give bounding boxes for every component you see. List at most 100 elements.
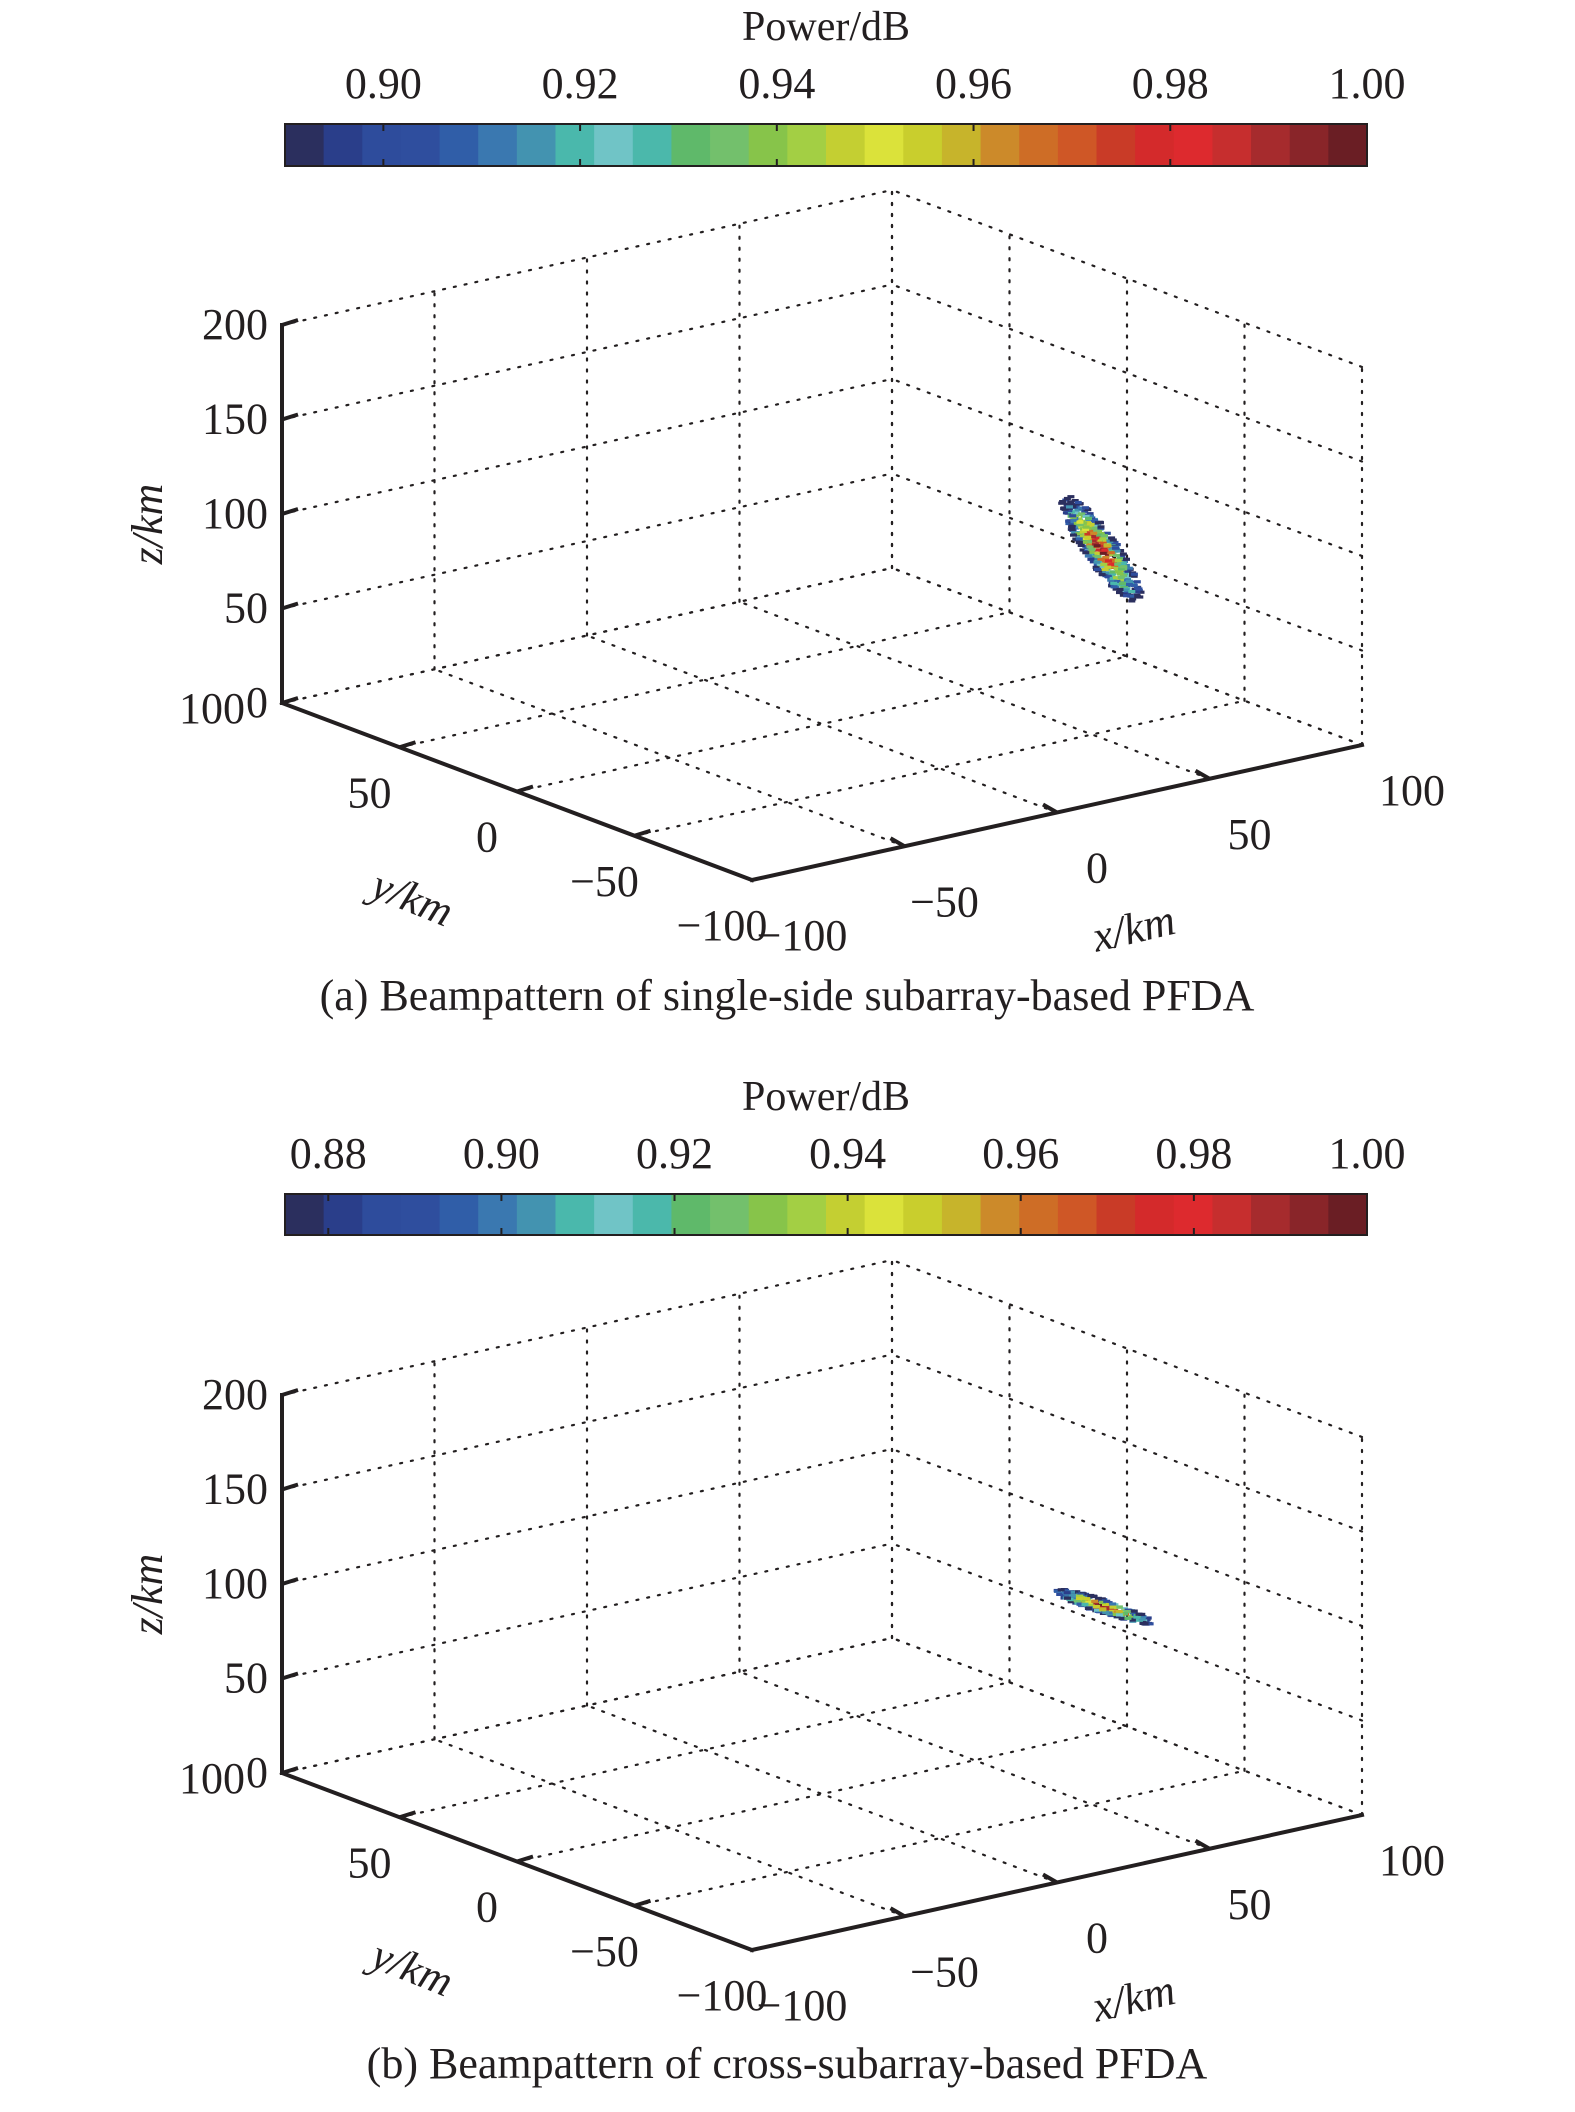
beam-pixel — [1080, 521, 1088, 525]
colorbar-segment — [439, 124, 479, 166]
colorbar-segment — [864, 124, 904, 166]
x-tick-label: 0 — [1086, 1914, 1108, 1963]
beam-pixel — [1093, 544, 1101, 548]
beam-pixel — [1092, 535, 1100, 540]
beam-pixel — [1092, 565, 1100, 569]
beam-pixel — [1081, 523, 1089, 527]
z-tick-label: 100 — [202, 1559, 268, 1608]
colorbar-segment — [1057, 1194, 1098, 1235]
colorbar-segment — [323, 124, 363, 166]
beam-pixel — [1076, 1594, 1084, 1598]
beam-pixel — [1091, 526, 1099, 530]
beam-pixel — [1077, 512, 1085, 516]
beam-pixel — [1091, 542, 1099, 546]
z-tick — [281, 318, 299, 327]
z-tick-label: 50 — [224, 1654, 268, 1703]
colorbar-tick-label: 0.90 — [345, 59, 422, 108]
colorbar-segment — [632, 1194, 673, 1235]
beam-pixel — [1133, 1615, 1141, 1619]
colorbar-segment — [710, 124, 750, 166]
y-tick-label: −100 — [677, 901, 768, 950]
beam-pixel — [1081, 509, 1089, 513]
colorbar-segment — [710, 1194, 750, 1235]
beam-pixel — [1118, 555, 1126, 559]
colorbar-segment — [439, 1194, 479, 1235]
beam-pixel — [1100, 534, 1108, 538]
colorbar-tick-label: 0.92 — [542, 59, 619, 108]
beam-pixel — [1120, 1610, 1128, 1614]
beam-pixel — [1120, 565, 1128, 569]
beam-pixel — [1085, 540, 1093, 544]
y-tick-label: −50 — [570, 857, 639, 906]
grid-line-floor-x — [738, 1670, 1211, 1850]
colorbar-segment — [478, 124, 518, 166]
beam-pixel — [1103, 1599, 1111, 1603]
beam-pixel — [1121, 1612, 1128, 1616]
beam-pixel — [1146, 1622, 1154, 1626]
grid-line-side-horizontal — [890, 1447, 1364, 1628]
beam-pixel — [1109, 538, 1117, 542]
y-tick-label: −50 — [570, 1927, 639, 1976]
beam-pixel — [1091, 1599, 1099, 1603]
beam-pixel — [1104, 565, 1112, 569]
colorbar-segment — [941, 124, 982, 166]
grid-line-side-horizontal — [890, 472, 1364, 652]
x-tick — [889, 1906, 906, 1918]
beam-pixel — [1109, 559, 1117, 563]
z-tick — [281, 1388, 299, 1397]
beam-pixel — [1094, 1596, 1102, 1600]
grid-line-floor-x — [738, 600, 1211, 780]
beam-pixel — [1101, 548, 1109, 552]
beam-pixel — [1135, 587, 1143, 591]
grid-line-floor-x — [433, 668, 906, 848]
z-tick-label: 200 — [202, 300, 268, 349]
beam-pixel — [1101, 567, 1109, 572]
beam-pixel — [1113, 579, 1121, 583]
z-tick-label: 50 — [224, 584, 268, 633]
beam-pixel — [1075, 532, 1083, 536]
z-tick-label: 0 — [246, 678, 268, 727]
beam-pixel — [1124, 1610, 1132, 1614]
beam-pixel — [1114, 562, 1122, 566]
beam-pixel — [1066, 505, 1073, 509]
beam-pixel — [1113, 566, 1121, 570]
beam-pixel — [1077, 543, 1085, 547]
y-tick — [516, 1854, 534, 1864]
colorbar-segment — [748, 1194, 788, 1235]
beam-pixel — [1068, 1594, 1076, 1598]
grid-line-side-horizontal — [890, 283, 1364, 463]
beam-pixel — [1103, 531, 1111, 535]
beam-pixel — [1099, 1600, 1106, 1604]
z-tick — [281, 1766, 299, 1775]
beam-pixel — [1112, 546, 1119, 550]
z-tick-label: 100 — [202, 489, 268, 538]
beam-pixel — [1137, 590, 1145, 594]
beam-pixel — [1114, 578, 1122, 582]
colorbar-segment — [1135, 124, 1175, 166]
beam-pixel — [1071, 531, 1079, 535]
colorbar-segment — [748, 124, 788, 166]
colorbar-segment — [1251, 1194, 1291, 1235]
y-tick-label: 50 — [348, 1838, 392, 1887]
beam-pixel — [1073, 511, 1081, 515]
colorbar-segment — [362, 1194, 402, 1235]
beam-pixel — [1094, 548, 1102, 552]
beam-pixel — [1068, 1590, 1075, 1594]
beam-pixel — [1075, 535, 1083, 539]
beam-pixel — [1082, 528, 1090, 532]
beam-pixel — [1083, 1596, 1091, 1601]
beam-pixel — [1062, 1588, 1070, 1592]
z-tick — [281, 696, 299, 705]
beam-pixel — [1088, 528, 1096, 532]
beam-pixel — [1117, 575, 1125, 579]
beam-pixel — [1080, 534, 1087, 538]
beam-pixel — [1087, 557, 1095, 561]
y-tick-label: 100 — [179, 684, 245, 733]
beam-pixel — [1099, 537, 1107, 541]
beam-pixel — [1060, 506, 1068, 510]
beam-pixel — [1104, 575, 1112, 579]
colorbar-segment — [1135, 1194, 1175, 1235]
x-tick-label: −50 — [910, 877, 979, 926]
beam-pixel — [1085, 1600, 1093, 1604]
colorbar-segment — [1289, 124, 1329, 166]
